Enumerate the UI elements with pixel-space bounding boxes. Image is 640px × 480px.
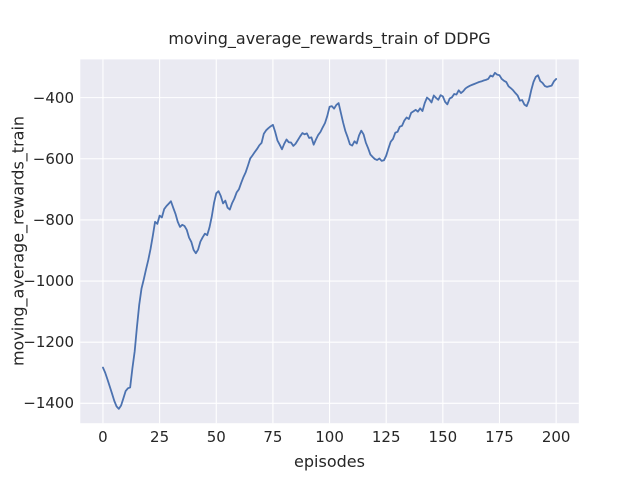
x-tick-label: 125 [371,428,401,446]
y-tick-label: −1000 [23,272,74,291]
y-tick-label: −800 [32,210,74,229]
y-axis-label: moving_average_rewards_train [8,115,28,367]
chart-title: moving_average_rewards_train of DDPG [168,29,491,48]
x-tick-label: 25 [150,428,170,446]
y-tick-label: −1200 [23,333,74,352]
x-tick-label: 75 [263,428,283,446]
x-tick-label: 175 [485,428,514,446]
x-tick-label: 150 [428,428,458,446]
x-tick-label: 0 [98,428,108,446]
y-tick-label: −600 [32,149,74,168]
x-tick-label: 50 [206,428,226,446]
x-tick-label: 200 [541,428,571,446]
x-axis-label: episodes [294,452,365,471]
series-line [102,71,558,410]
x-tick-label: 100 [315,428,344,446]
y-tick-label: −400 [32,88,74,107]
y-tick-label: −1400 [23,394,74,413]
